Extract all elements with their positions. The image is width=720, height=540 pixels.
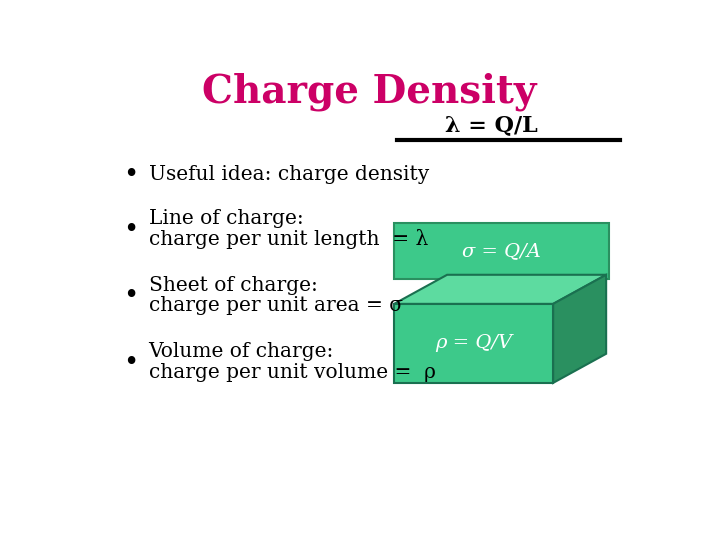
FancyBboxPatch shape bbox=[394, 223, 609, 279]
Text: charge per unit volume =  ρ: charge per unit volume = ρ bbox=[148, 363, 436, 382]
Text: •: • bbox=[124, 217, 139, 241]
Text: Charge Density: Charge Density bbox=[202, 72, 536, 111]
Text: σ = Q/A: σ = Q/A bbox=[462, 242, 541, 260]
Text: ρ = Q/V: ρ = Q/V bbox=[435, 334, 512, 353]
Text: •: • bbox=[124, 349, 139, 375]
Polygon shape bbox=[553, 275, 606, 383]
Text: λ = Q/L: λ = Q/L bbox=[446, 114, 538, 136]
Text: Sheet of charge:: Sheet of charge: bbox=[148, 276, 318, 295]
Text: charge per unit length  = λ: charge per unit length = λ bbox=[148, 230, 428, 249]
Text: •: • bbox=[124, 283, 139, 308]
Text: •: • bbox=[124, 163, 139, 187]
Polygon shape bbox=[394, 275, 606, 304]
Text: Volume of charge:: Volume of charge: bbox=[148, 342, 334, 361]
Text: charge per unit area = σ: charge per unit area = σ bbox=[148, 296, 402, 315]
Text: Line of charge:: Line of charge: bbox=[148, 209, 303, 228]
FancyBboxPatch shape bbox=[394, 304, 553, 383]
Text: Useful idea: charge density: Useful idea: charge density bbox=[148, 165, 429, 185]
